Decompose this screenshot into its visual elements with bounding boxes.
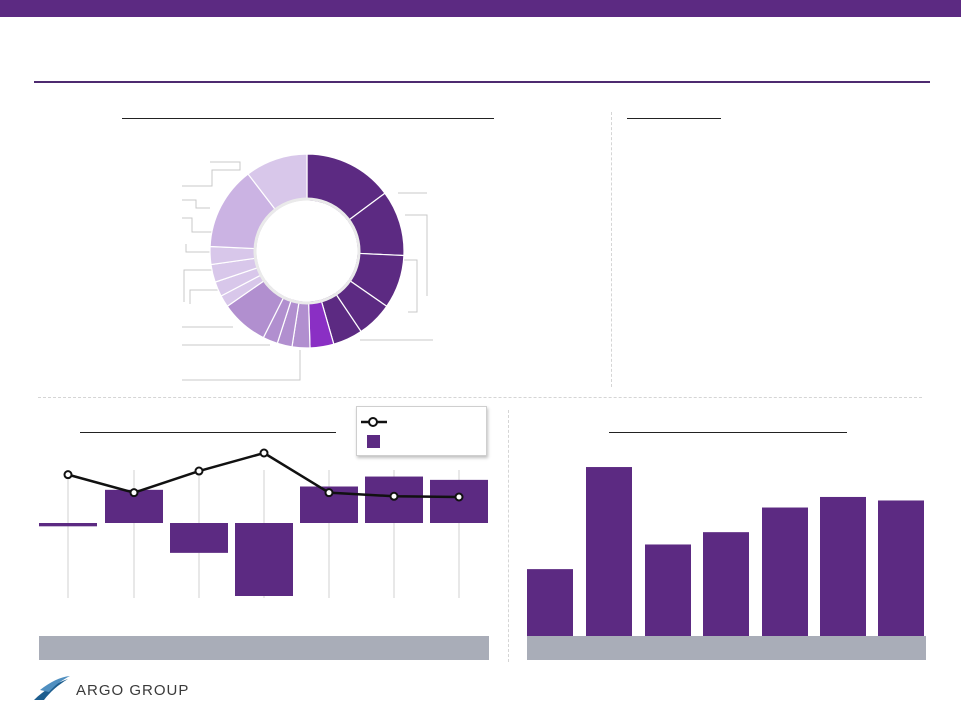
bar: [820, 496, 866, 636]
donut-inner-ring: [253, 197, 361, 305]
header-bar: [0, 0, 961, 17]
bar-footer-band: [527, 636, 926, 660]
donut-segments: [209, 153, 405, 349]
combo-trend-line: [63, 448, 464, 502]
combo-bar: [170, 523, 228, 553]
bar-heading-underline: [609, 432, 847, 433]
combo-heading-underline: [80, 432, 336, 433]
combo-bar: [235, 523, 293, 596]
combo-legend: [356, 406, 487, 456]
bar: [703, 532, 749, 636]
combo-line-point: [389, 491, 399, 501]
bar: [527, 569, 573, 636]
legend-swatches: [361, 417, 387, 448]
title-rule: [34, 81, 930, 83]
horizontal-divider: [38, 397, 922, 398]
combo-footer-band: [39, 636, 489, 660]
vertical-divider-bottom: [508, 410, 509, 662]
bar: [586, 467, 632, 636]
donut-heading-underline: [122, 118, 494, 119]
donut-leader-lines: [182, 161, 433, 381]
right-panel-heading-underline: [627, 118, 721, 119]
bar: [645, 544, 691, 636]
combo-line-point: [454, 492, 464, 502]
bar-chart-bars: [527, 467, 924, 636]
combo-line-point: [194, 466, 204, 476]
combo-bar: [39, 523, 97, 527]
combo-line-point: [324, 488, 334, 498]
bar: [878, 500, 924, 636]
vertical-divider-top: [611, 112, 612, 387]
combo-line-point: [259, 448, 269, 458]
donut-segment: [247, 153, 308, 213]
bar: [762, 507, 808, 636]
brand-name: ARGO GROUP: [76, 682, 190, 699]
combo-line-point: [63, 470, 73, 480]
combo-line-point: [129, 488, 139, 498]
